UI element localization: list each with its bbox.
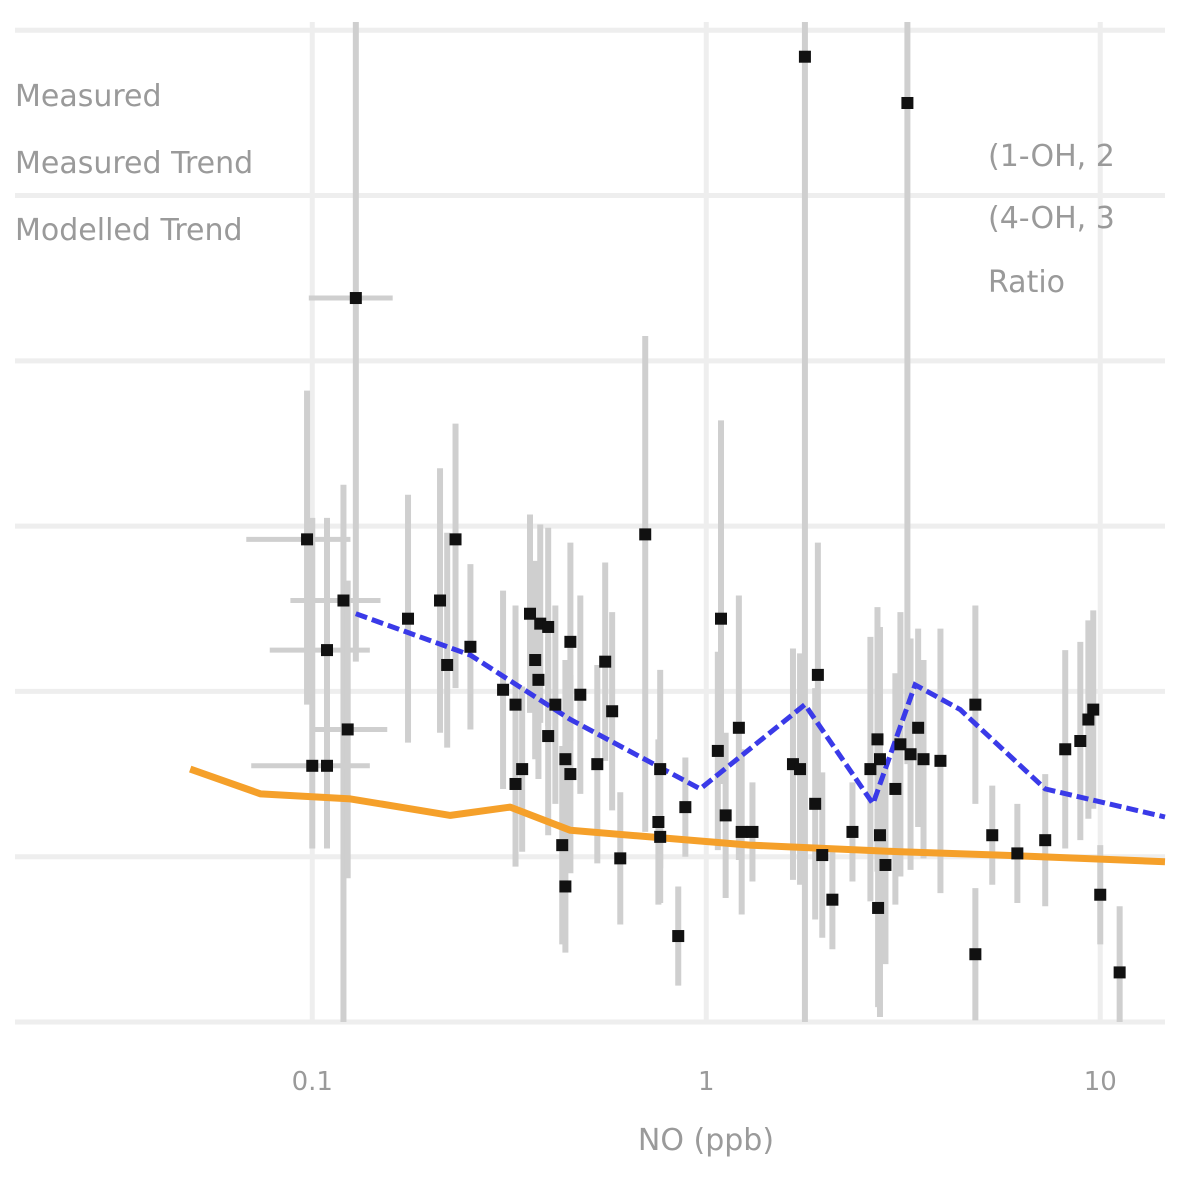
x-tick-labels: 0.1 1 10 [292, 1067, 1117, 1097]
measured-point [894, 738, 907, 751]
measured-point [1074, 735, 1087, 748]
measured-point [542, 730, 555, 743]
measured-point [1011, 847, 1024, 860]
legend-measured-trend: Measured Trend [15, 146, 253, 181]
measured-point [719, 809, 732, 822]
measured-point [606, 705, 619, 718]
measured-point [509, 698, 522, 711]
measured-point [711, 744, 724, 757]
measured-point [559, 880, 572, 893]
measured-point [912, 721, 925, 734]
measured-point [301, 533, 314, 546]
measured-point [873, 829, 886, 842]
measured-point [901, 96, 914, 109]
measured-point [904, 748, 917, 761]
measured-point [809, 797, 822, 810]
y-label-annotation: (1-OH, 2 (4-OH, 3 Ratio [988, 139, 1115, 300]
measured-point [864, 763, 877, 776]
annotation-line-3: Ratio [988, 265, 1065, 300]
measured-point [441, 658, 454, 671]
measured-point [529, 654, 542, 667]
measured-point [872, 901, 885, 914]
measured-point [871, 733, 884, 746]
measured-point [735, 825, 748, 838]
measured-point [846, 825, 859, 838]
measured-point [599, 655, 612, 668]
x-tick-label: 1 [698, 1067, 715, 1097]
measured-point [917, 753, 930, 766]
measured-point [1082, 713, 1095, 726]
measured-point [516, 763, 529, 776]
measured-point [341, 723, 354, 736]
x-tick-label: 10 [1084, 1067, 1117, 1097]
measured-point [969, 948, 982, 961]
measured-point [639, 528, 652, 541]
measured-point [732, 721, 745, 734]
legend-modelled-trend: Modelled Trend [15, 213, 243, 248]
measured-point [524, 607, 537, 620]
measured-point [934, 754, 947, 767]
x-axis-label: NO (ppb) [638, 1123, 774, 1158]
legend: Measured Measured Trend Modelled Trend [15, 79, 253, 248]
measured-point [402, 612, 415, 625]
measured-point [873, 753, 886, 766]
measured-point [811, 668, 824, 681]
measured-point [1094, 888, 1107, 901]
measured-point [556, 839, 569, 852]
annotation-line-2: (4-OH, 3 [988, 201, 1115, 236]
measured-point [714, 612, 727, 625]
measured-point [679, 801, 692, 814]
measured-point [564, 635, 577, 648]
measured-point [337, 594, 350, 607]
measured-point [449, 533, 462, 546]
measured-point [434, 594, 447, 607]
measured-point [564, 768, 577, 781]
measured-point [497, 683, 510, 696]
trend-lines [189, 611, 1166, 866]
measured-point [889, 782, 902, 795]
measured-point [532, 673, 545, 686]
measured-point [816, 849, 829, 862]
measured-point [654, 763, 667, 776]
measured-point [794, 763, 807, 776]
measured-point [349, 292, 362, 305]
measured-point [746, 825, 759, 838]
measured-trend-line [354, 611, 1166, 820]
measured-point [672, 930, 685, 943]
measured-point [986, 829, 999, 842]
measured-point [879, 858, 892, 871]
legend-measured: Measured [15, 79, 162, 114]
measured-point [549, 698, 562, 711]
annotation-line-1: (1-OH, 2 [988, 139, 1115, 174]
measured-point [464, 640, 477, 653]
measured-point [1087, 703, 1100, 716]
measured-point [306, 759, 319, 772]
x-tick-label: 0.1 [292, 1067, 333, 1097]
measured-point [559, 753, 572, 766]
measured-point [574, 688, 587, 701]
measured-point [1059, 743, 1072, 756]
measured-point [826, 893, 839, 906]
measured-points [301, 50, 1126, 979]
measured-point [798, 50, 811, 63]
measured-point [652, 816, 665, 828]
measured-point [1113, 966, 1126, 979]
measured-point [509, 777, 522, 790]
measured-point [591, 758, 604, 771]
measured-point [1039, 834, 1052, 847]
measured-point [614, 852, 627, 865]
measured-point [542, 620, 555, 633]
measured-point [654, 830, 667, 843]
modelled-trend-line [189, 765, 1166, 866]
measured-point [321, 759, 334, 772]
measured-point [321, 644, 334, 657]
measured-point [969, 698, 982, 711]
